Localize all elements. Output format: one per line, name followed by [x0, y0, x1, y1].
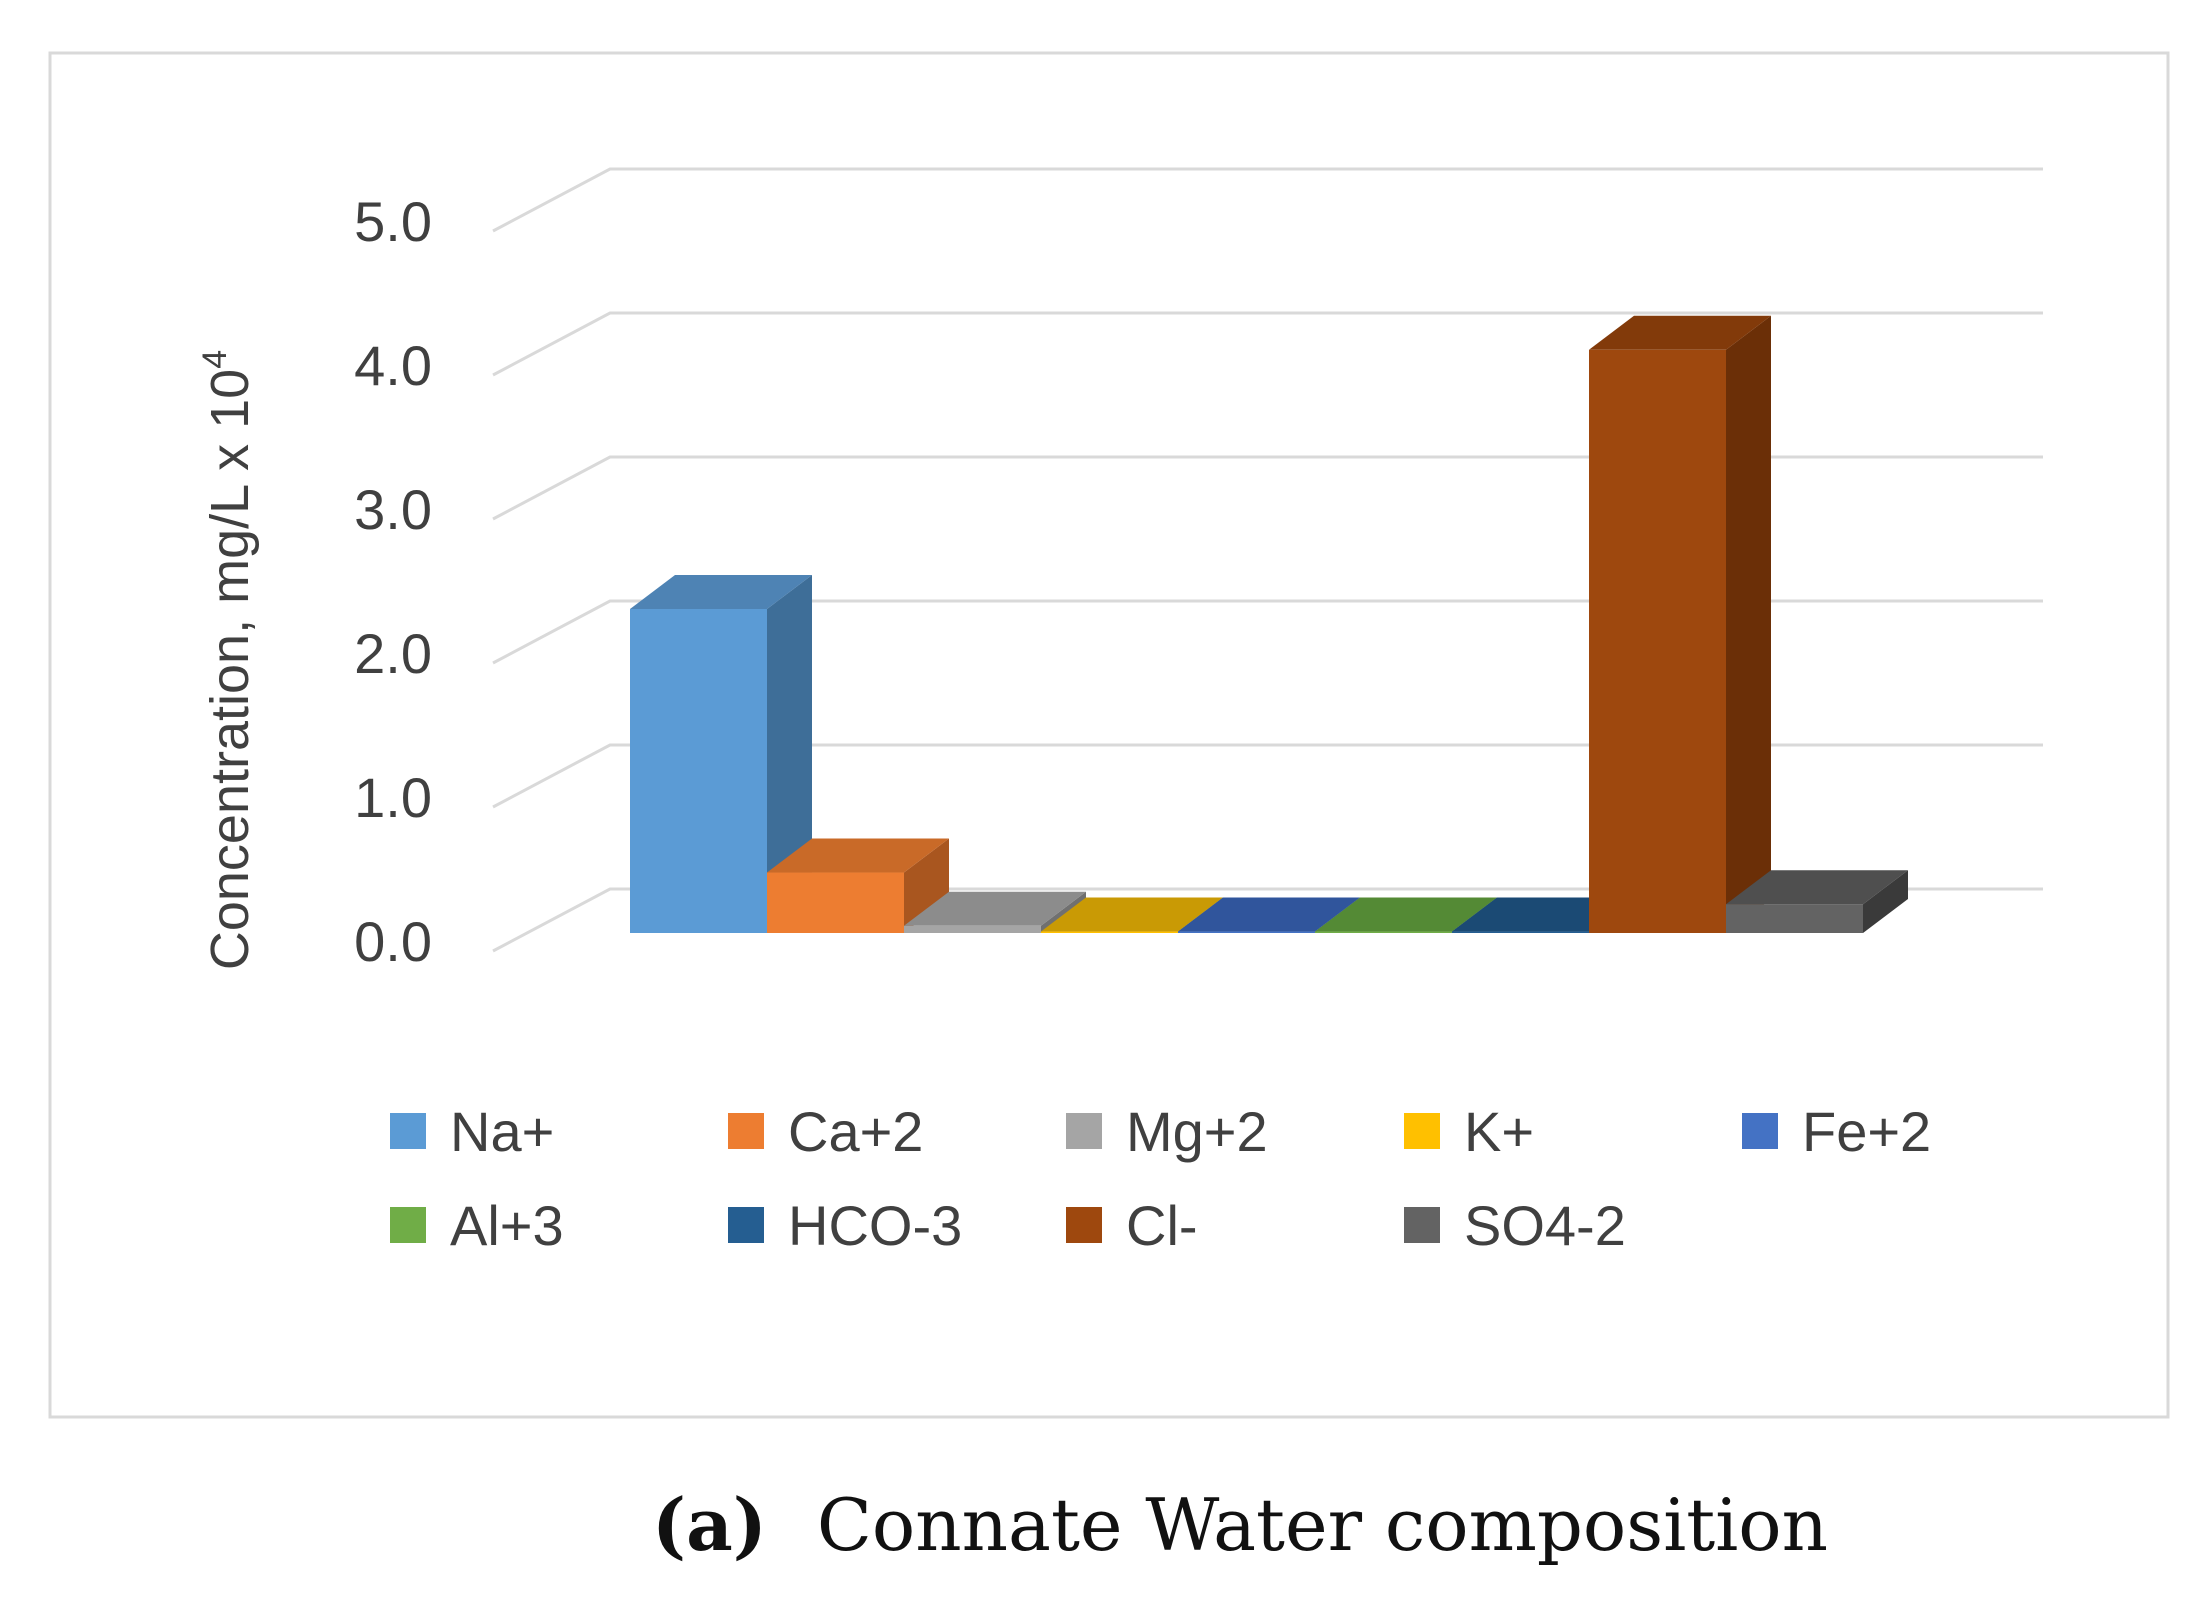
gridlines [492, 167, 2043, 953]
bar-side [904, 838, 949, 933]
bar-front [1178, 931, 1315, 933]
bar-front [767, 872, 904, 933]
legend-item-Cl-: Cl- [1066, 1194, 1198, 1257]
bar-top [1041, 897, 1223, 932]
bar-front [904, 925, 1041, 933]
legend-swatch [1404, 1207, 1440, 1243]
gridline [492, 599, 2043, 665]
bar-front [1041, 931, 1178, 933]
y-tick-label: 0.0 [354, 910, 432, 973]
bar-top [1589, 315, 1771, 350]
y-tick-label: 3.0 [354, 478, 432, 541]
legend-label: Mg+2 [1126, 1100, 1268, 1163]
legend-label: SO4-2 [1464, 1194, 1626, 1257]
y-tick-label: 2.0 [354, 622, 432, 685]
y-tick-labels: 0.0 1.0 2.0 3.0 4.0 5.0 [354, 190, 432, 973]
chart-frame [48, 51, 2170, 1419]
bar-SO4-2 [1726, 870, 1908, 933]
bar-side [1726, 315, 1771, 933]
legend-item-K+: K+ [1404, 1100, 1534, 1163]
legend-swatch [390, 1207, 426, 1243]
bar-top [1178, 897, 1360, 932]
figure-caption: (a) Connate Water composition [652, 1482, 1828, 1567]
legend-item-Ca+2: Ca+2 [728, 1100, 923, 1163]
legend-item-Al+3: Al+3 [390, 1194, 564, 1257]
bar-front [1452, 931, 1589, 933]
y-axis-title: Concentration, mg/L x 104 [196, 350, 260, 970]
gridline [492, 743, 2043, 809]
bar-side [1863, 870, 1908, 933]
bar-top [1452, 897, 1634, 932]
bar-top [1726, 870, 1908, 905]
legend-label: HCO-3 [788, 1194, 962, 1257]
bar-Na+ [630, 575, 812, 933]
legend-swatch [728, 1113, 764, 1149]
bar-Cl- [1589, 315, 1771, 933]
bars [630, 315, 1908, 933]
bar-top [1315, 897, 1497, 932]
legend: Na+ Ca+2 Mg+2 K+ Fe+2 Al+3 HCO-3 Cl- SO4-2 [390, 1100, 1931, 1257]
bar-top [767, 838, 949, 873]
bar-front [1726, 904, 1863, 933]
legend-item-Fe+2: Fe+2 [1742, 1100, 1931, 1163]
legend-swatch [1066, 1113, 1102, 1149]
legend-swatch [1066, 1207, 1102, 1243]
legend-swatch [728, 1207, 764, 1243]
y-axis-title-exponent: 4 [196, 350, 234, 369]
bar-front [1315, 931, 1452, 933]
gridline [492, 311, 2043, 377]
y-tick-label: 5.0 [354, 190, 432, 253]
legend-item-SO4-2: SO4-2 [1404, 1194, 1626, 1257]
bar-front [1589, 349, 1726, 933]
legend-label: Al+3 [450, 1194, 564, 1257]
legend-item-Na+: Na+ [390, 1100, 554, 1163]
legend-label: Cl- [1126, 1194, 1198, 1257]
gridline [492, 167, 2043, 233]
legend-item-HCO-3: HCO-3 [728, 1194, 962, 1257]
bar-Mg+2 [904, 891, 1086, 933]
legend-item-Mg+2: Mg+2 [1066, 1100, 1268, 1163]
legend-label: Na+ [450, 1100, 554, 1163]
legend-swatch [1742, 1113, 1778, 1149]
legend-label: Fe+2 [1802, 1100, 1931, 1163]
bar-side [767, 575, 812, 933]
legend-swatch [390, 1113, 426, 1149]
legend-label: K+ [1464, 1100, 1534, 1163]
bar-top [904, 891, 1086, 926]
bar-side [1041, 891, 1086, 933]
y-tick-label: 4.0 [354, 334, 432, 397]
bar-Ca+2 [767, 838, 949, 933]
gridline [492, 887, 2043, 953]
bar-front [630, 609, 767, 933]
gridline [492, 455, 2043, 521]
legend-swatch [1404, 1113, 1440, 1149]
caption-label: (a) [652, 1482, 767, 1567]
legend-label: Ca+2 [788, 1100, 923, 1163]
bar-top [630, 575, 812, 609]
y-tick-label: 1.0 [354, 766, 432, 829]
caption-text: Connate Water composition [817, 1483, 1828, 1567]
